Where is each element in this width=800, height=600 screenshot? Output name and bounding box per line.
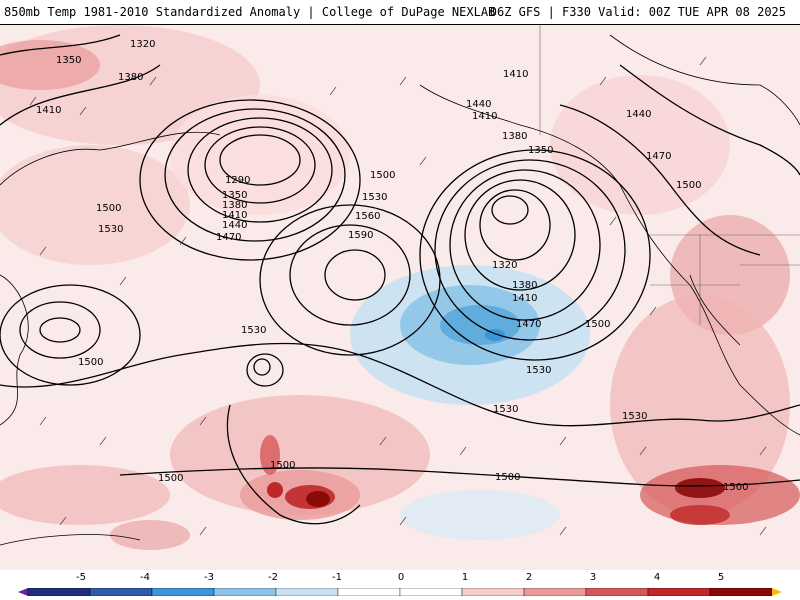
contour-label: 1320 — [492, 260, 517, 271]
colorbar-tick: 4 — [653, 572, 661, 583]
colorbar-segment — [399, 588, 463, 596]
contour-label: 1350 — [56, 55, 81, 66]
contour-label: 1350 — [528, 145, 553, 156]
colorbar-segment — [585, 588, 649, 596]
height-contours — [0, 34, 800, 525]
contour-label: 1530 — [241, 325, 266, 336]
wind-barbs — [29, 56, 767, 536]
contour-label: 1410 — [503, 69, 528, 80]
contour-label: 1560 — [355, 211, 380, 222]
model-run-info: 06Z GFS | F330 Valid: 00Z TUE APR 08 202… — [489, 5, 786, 19]
contour-label: 1500 — [270, 460, 295, 471]
colorbar-segment — [275, 588, 339, 596]
colorbar-tick: 1 — [461, 572, 469, 583]
contour-label: 1500 — [78, 357, 103, 368]
weather-map: 1320 1350 1380 1410 1500 1530 1290 1350 … — [0, 25, 800, 570]
colorbar-segment — [647, 588, 711, 596]
colorbar-segment — [213, 588, 277, 596]
contour-label: 1470 — [216, 232, 241, 243]
contour-label: 1530 — [622, 411, 647, 422]
contour-label: 1440 — [466, 99, 491, 110]
borders — [539, 25, 800, 325]
colorbar-tick: 5 — [717, 572, 725, 583]
contour-label: 1530 — [98, 224, 123, 235]
colorbar-tick: -2 — [268, 572, 278, 583]
contour-labels: 1320 1350 1380 1410 1500 1530 1290 1350 … — [36, 39, 748, 493]
colorbar-tick: -1 — [332, 572, 342, 583]
colorbar-segment — [772, 588, 782, 596]
map-header: 850mb Temp 1981-2010 Standardized Anomal… — [0, 0, 800, 25]
colorbar-tick: -5 — [76, 572, 86, 583]
contour-label: 1440 — [626, 109, 651, 120]
colorbar-segment — [89, 588, 153, 596]
contour-label: 1410 — [472, 111, 497, 122]
contour-label: 1500 — [158, 473, 183, 484]
contour-label: 1470 — [516, 319, 541, 330]
colorbar-tick: -4 — [140, 572, 150, 583]
contour-label: 1380 — [118, 72, 143, 83]
colorbar: -5 -4 -3 -2 -1 0 1 2 3 4 5 — [0, 572, 800, 600]
contour-label: 1320 — [130, 39, 155, 50]
colorbar-segment — [151, 588, 215, 596]
contour-label: 1380 — [222, 200, 247, 211]
contour-label: 1410 — [222, 210, 247, 221]
map-title: 850mb Temp 1981-2010 Standardized Anomal… — [4, 5, 496, 19]
colorbar-segment — [337, 588, 401, 596]
contour-label: 1440 — [222, 220, 247, 231]
contour-label: 1410 — [512, 293, 537, 304]
colorbar-segment — [523, 588, 587, 596]
contour-label: 1530 — [362, 192, 387, 203]
contour-label: 1590 — [348, 230, 373, 241]
colorbar-segment — [27, 588, 91, 596]
colorbar-tick: 3 — [589, 572, 597, 583]
colorbar-tick: 2 — [525, 572, 533, 583]
contour-label: 1290 — [225, 175, 250, 186]
contour-label: 1500 — [495, 472, 520, 483]
contour-label: 1500 — [96, 203, 121, 214]
contour-label: 1530 — [493, 404, 518, 415]
contour-label: 1410 — [36, 105, 61, 116]
contour-label: 1530 — [526, 365, 551, 376]
contour-label: 1470 — [646, 151, 671, 162]
contour-label: 1350 — [222, 190, 247, 201]
colorbar-strip — [18, 588, 782, 596]
contour-label: 1380 — [512, 280, 537, 291]
colorbar-segment — [18, 588, 28, 596]
colorbar-segment — [461, 588, 525, 596]
contour-label: 1500 — [585, 319, 610, 330]
colorbar-tick: 0 — [397, 572, 405, 583]
colorbar-tick: -3 — [204, 572, 214, 583]
colorbar-segment — [709, 588, 773, 596]
contour-label: 1500 — [723, 482, 748, 493]
contour-label: 1500 — [676, 180, 701, 191]
contour-label: 1380 — [502, 131, 527, 142]
contour-label: 1500 — [370, 170, 395, 181]
